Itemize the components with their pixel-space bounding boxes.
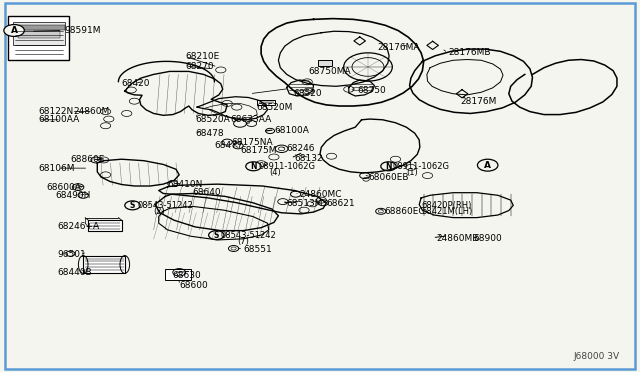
Text: 68106M: 68106M	[38, 164, 75, 173]
FancyBboxPatch shape	[257, 100, 275, 105]
FancyBboxPatch shape	[13, 25, 65, 30]
FancyBboxPatch shape	[165, 269, 191, 280]
Text: 68100A: 68100A	[274, 126, 308, 135]
Text: 68600: 68600	[179, 281, 208, 290]
Circle shape	[4, 25, 24, 36]
Text: 68122N: 68122N	[38, 107, 74, 116]
Circle shape	[125, 201, 140, 210]
Text: 68520A: 68520A	[195, 115, 230, 124]
Text: 68900: 68900	[474, 234, 502, 243]
Text: 68630: 68630	[173, 271, 202, 280]
Text: 68246+A: 68246+A	[58, 222, 100, 231]
Text: (7): (7)	[237, 237, 249, 246]
Text: S: S	[130, 201, 135, 210]
Text: 68860E: 68860E	[70, 155, 105, 164]
Text: N: N	[385, 162, 392, 171]
Text: 68621: 68621	[326, 199, 355, 208]
Text: 68520: 68520	[293, 89, 322, 98]
Text: 28176MB: 28176MB	[448, 48, 490, 57]
Text: J68000 3V: J68000 3V	[573, 352, 620, 361]
Circle shape	[209, 231, 224, 240]
Text: 68175NA: 68175NA	[232, 138, 273, 147]
Text: 68270: 68270	[186, 62, 214, 71]
FancyBboxPatch shape	[318, 60, 332, 66]
Text: (4): (4)	[269, 168, 280, 177]
Text: 68420: 68420	[122, 79, 150, 88]
Text: 68477: 68477	[214, 141, 243, 150]
Text: 68421M(LH): 68421M(LH)	[421, 207, 472, 216]
FancyBboxPatch shape	[18, 31, 60, 38]
Text: 08911-1062G: 08911-1062G	[259, 162, 316, 171]
Circle shape	[477, 159, 498, 171]
Text: 68060EB: 68060EB	[368, 173, 408, 182]
Text: 68633AA: 68633AA	[230, 115, 271, 124]
FancyBboxPatch shape	[8, 16, 69, 60]
Text: 96501: 96501	[58, 250, 86, 259]
Text: 68246: 68246	[287, 144, 316, 153]
Text: 68640: 68640	[192, 188, 221, 197]
Text: 68860EC: 68860EC	[384, 207, 424, 216]
Text: 24860M: 24860M	[74, 107, 110, 116]
FancyBboxPatch shape	[88, 220, 122, 231]
Text: 68210E: 68210E	[186, 52, 220, 61]
Text: 28176M: 28176M	[461, 97, 497, 106]
Text: 68420P(RH): 68420P(RH)	[421, 201, 472, 210]
Circle shape	[381, 162, 396, 171]
Text: 08543-51242: 08543-51242	[138, 201, 193, 210]
Text: 68513M: 68513M	[287, 199, 323, 208]
Text: 08543-51242: 08543-51242	[221, 231, 276, 240]
Circle shape	[246, 162, 261, 171]
Text: 68410N: 68410N	[168, 180, 203, 189]
Text: A: A	[11, 26, 17, 35]
Text: 68750: 68750	[357, 86, 386, 94]
Text: (2): (2)	[154, 207, 165, 216]
Text: 08911-1062G: 08911-1062G	[393, 162, 450, 171]
Text: 68478: 68478	[195, 129, 224, 138]
Text: 24860MB: 24860MB	[436, 234, 479, 243]
Text: 28176MA: 28176MA	[378, 43, 420, 52]
Text: 68551: 68551	[243, 246, 272, 254]
Text: 98591M: 98591M	[64, 26, 100, 35]
Text: 68132: 68132	[294, 154, 323, 163]
Text: 68750MA: 68750MA	[308, 67, 351, 76]
FancyBboxPatch shape	[83, 256, 125, 273]
Text: 68520M: 68520M	[256, 103, 292, 112]
Text: A: A	[484, 161, 491, 170]
Text: S: S	[214, 231, 219, 240]
Text: 68175M: 68175M	[240, 146, 276, 155]
FancyBboxPatch shape	[13, 22, 65, 45]
Text: 68440B: 68440B	[58, 268, 92, 277]
Text: N: N	[250, 162, 257, 171]
Text: 68490H: 68490H	[55, 191, 90, 200]
Text: 24860MC: 24860MC	[300, 190, 342, 199]
Text: (1): (1)	[406, 168, 417, 177]
Text: 68600A: 68600A	[47, 183, 81, 192]
Text: 68100AA: 68100AA	[38, 115, 79, 124]
